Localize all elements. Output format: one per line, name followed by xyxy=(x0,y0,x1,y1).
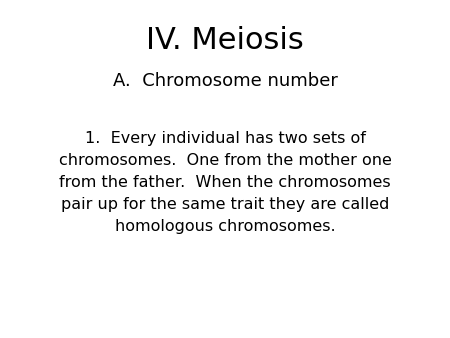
Text: A.  Chromosome number: A. Chromosome number xyxy=(112,72,338,90)
Text: IV. Meiosis: IV. Meiosis xyxy=(146,26,304,55)
Text: 1.  Every individual has two sets of
chromosomes.  One from the mother one
from : 1. Every individual has two sets of chro… xyxy=(58,130,392,235)
